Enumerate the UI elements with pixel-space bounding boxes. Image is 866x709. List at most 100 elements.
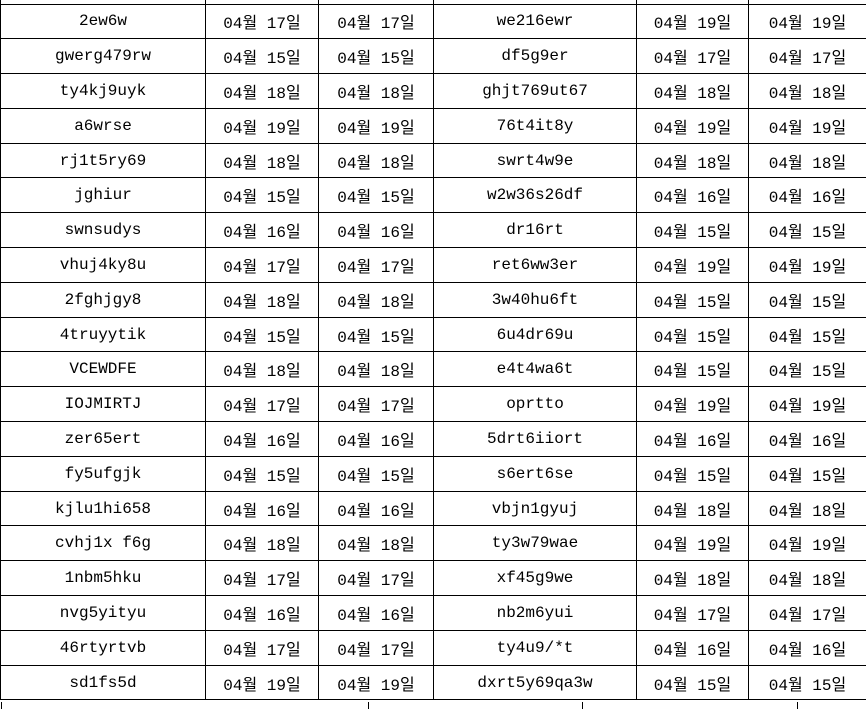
date-cell[interactable]: 04월 16일 [318,421,434,457]
date-cell[interactable]: 04월 18일 [636,142,749,179]
date-cell[interactable]: 04월 19일 [318,664,434,701]
id-cell[interactable]: 46rtyrtvb [0,629,206,666]
date-cell[interactable]: 04월 16일 [205,212,319,249]
date-cell[interactable]: 04월 18일 [318,142,434,179]
date-cell[interactable]: 04월 15일 [636,281,749,318]
id-cell[interactable]: ret6ww3er [433,247,637,283]
id-cell[interactable]: IOJMIRTJ [0,386,206,423]
id-cell[interactable]: 1nbm5hku [0,560,206,597]
date-cell[interactable]: 04월 17일 [318,247,434,283]
date-cell[interactable]: 04월 15일 [748,351,866,388]
id-cell[interactable]: xf45g9we [433,560,637,597]
date-cell[interactable]: 04월 17일 [636,38,749,75]
date-cell[interactable]: 04월 18일 [318,351,434,388]
id-cell[interactable]: a6wrse [0,107,206,144]
date-cell[interactable]: 04월 19일 [636,107,749,144]
date-cell[interactable]: 04월 15일 [748,212,866,249]
date-cell[interactable]: 04월 17일 [748,595,866,631]
date-cell[interactable]: 04월 17일 [318,629,434,666]
date-cell[interactable]: 04월 15일 [205,177,319,214]
id-cell[interactable]: e4t4wa6t [433,351,637,388]
date-cell[interactable]: 04월 18일 [748,142,866,179]
date-cell[interactable]: 04월 15일 [636,455,749,492]
date-cell[interactable]: 04월 16일 [748,177,866,214]
date-cell[interactable]: 04월 18일 [636,490,749,527]
date-cell[interactable]: 04월 17일 [205,3,319,40]
id-cell[interactable]: cvhj1x f6g [0,525,206,562]
id-cell[interactable]: kjlu1hi658 [0,490,206,527]
date-cell[interactable]: 04월 16일 [636,629,749,666]
date-cell[interactable]: 04월 18일 [318,525,434,562]
date-cell[interactable]: 04월 16일 [318,490,434,527]
date-cell[interactable]: 04월 15일 [748,281,866,318]
date-cell[interactable]: 04월 16일 [636,421,749,457]
date-cell[interactable]: 04월 18일 [205,281,319,318]
id-cell[interactable]: ty4kj9uyk [0,73,206,109]
id-cell[interactable]: gwerg479rw [0,38,206,75]
id-cell[interactable]: rj1t5ry69 [0,142,206,179]
date-cell[interactable]: 04월 15일 [205,316,319,353]
date-cell[interactable]: 04월 16일 [318,212,434,249]
date-cell[interactable]: 04월 17일 [318,386,434,423]
id-cell[interactable]: we216ewr [433,3,637,40]
date-cell[interactable]: 04월 18일 [205,525,319,562]
date-cell[interactable]: 04월 19일 [636,525,749,562]
id-cell[interactable]: oprtto [433,386,637,423]
date-cell[interactable]: 04월 18일 [748,490,866,527]
date-cell[interactable]: 04월 15일 [318,455,434,492]
id-cell[interactable]: 4truyytik [0,316,206,353]
date-cell[interactable]: 04월 15일 [205,38,319,75]
id-cell[interactable]: fy5ufgjk [0,455,206,492]
id-cell[interactable]: 76t4it8y [433,107,637,144]
date-cell[interactable]: 04월 15일 [636,316,749,353]
id-cell[interactable]: w2w36s26df [433,177,637,214]
id-cell[interactable]: dxrt5y69qa3w [433,664,637,701]
id-cell[interactable]: df5g9er [433,38,637,75]
date-cell[interactable]: 04월 19일 [318,107,434,144]
date-cell[interactable]: 04월 17일 [205,386,319,423]
id-cell[interactable]: swnsudys [0,212,206,249]
date-cell[interactable]: 04월 17일 [318,3,434,40]
date-cell[interactable]: 04월 19일 [636,247,749,283]
date-cell[interactable]: 04월 16일 [205,490,319,527]
id-cell[interactable]: 5drt6iiort [433,421,637,457]
date-cell[interactable]: 04월 15일 [748,455,866,492]
date-cell[interactable]: 04월 18일 [636,73,749,109]
date-cell[interactable]: 04월 19일 [748,386,866,423]
date-cell[interactable]: 04월 17일 [205,629,319,666]
id-cell[interactable]: s6ert6se [433,455,637,492]
date-cell[interactable]: 04월 17일 [205,247,319,283]
id-cell[interactable]: swrt4w9e [433,142,637,179]
date-cell[interactable]: 04월 18일 [318,73,434,109]
date-cell[interactable]: 04월 19일 [205,664,319,701]
date-cell[interactable]: 04월 15일 [748,664,866,701]
id-cell[interactable]: ghjt769ut67 [433,73,637,109]
date-cell[interactable]: 04월 18일 [205,142,319,179]
date-cell[interactable]: 04월 15일 [318,316,434,353]
date-cell[interactable]: 04월 15일 [318,177,434,214]
id-cell[interactable]: 2ew6w [0,3,206,40]
id-cell[interactable]: nvg5yityu [0,595,206,631]
date-cell[interactable]: 04월 16일 [205,595,319,631]
date-cell[interactable]: 04월 19일 [205,107,319,144]
id-cell[interactable]: jghiur [0,177,206,214]
id-cell[interactable]: vbjn1gyuj [433,490,637,527]
date-cell[interactable]: 04월 15일 [636,664,749,701]
date-cell[interactable]: 04월 18일 [205,351,319,388]
date-cell[interactable]: 04월 18일 [748,560,866,597]
id-cell[interactable]: 2fghjgy8 [0,281,206,318]
id-cell[interactable]: 3w40hu6ft [433,281,637,318]
date-cell[interactable]: 04월 16일 [318,595,434,631]
id-cell[interactable]: vhuj4ky8u [0,247,206,283]
date-cell[interactable]: 04월 17일 [748,38,866,75]
id-cell[interactable]: ty4u9/*t [433,629,637,666]
date-cell[interactable]: 04월 19일 [636,386,749,423]
date-cell[interactable]: 04월 16일 [636,177,749,214]
id-cell[interactable]: dr16rt [433,212,637,249]
id-cell[interactable]: nb2m6yui [433,595,637,631]
date-cell[interactable]: 04월 15일 [318,38,434,75]
id-cell[interactable]: sd1fs5d [0,664,206,701]
id-cell[interactable]: ty3w79wae [433,525,637,562]
date-cell[interactable]: 04월 19일 [748,525,866,562]
id-cell[interactable]: 6u4dr69u [433,316,637,353]
